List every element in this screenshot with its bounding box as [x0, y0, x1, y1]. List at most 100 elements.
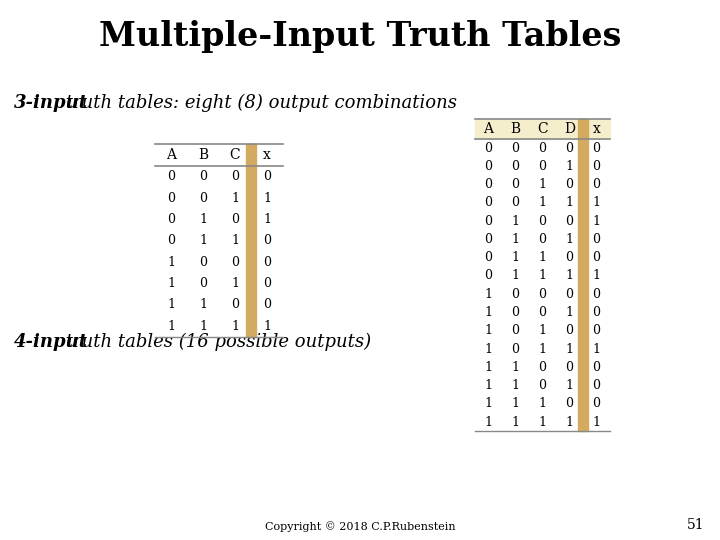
Text: 1: 1 [539, 342, 546, 356]
Text: 1: 1 [593, 197, 600, 210]
Text: 1: 1 [485, 306, 492, 319]
Text: 0: 0 [539, 233, 546, 246]
Text: 3-input: 3-input [14, 94, 88, 112]
Text: 1: 1 [485, 416, 492, 429]
Text: 0: 0 [485, 233, 492, 246]
Text: 0: 0 [511, 160, 520, 173]
Text: 1: 1 [539, 251, 546, 264]
Text: 51: 51 [688, 518, 705, 532]
Text: 1: 1 [511, 251, 520, 264]
Text: D: D [564, 122, 575, 136]
Text: 1: 1 [565, 342, 574, 356]
Text: 4-input: 4-input [14, 333, 88, 351]
Text: 0: 0 [199, 192, 207, 205]
Text: 1: 1 [565, 160, 574, 173]
Text: 0: 0 [565, 178, 574, 191]
Text: 1: 1 [263, 320, 271, 333]
Text: 0: 0 [565, 251, 574, 264]
Text: 0: 0 [593, 361, 600, 374]
Text: 1: 1 [565, 306, 574, 319]
Text: 0: 0 [539, 361, 546, 374]
Text: 0: 0 [231, 213, 239, 226]
Text: 1: 1 [199, 234, 207, 247]
Text: x: x [263, 148, 271, 162]
Text: A: A [166, 148, 176, 162]
Text: 1: 1 [485, 288, 492, 301]
Text: 1: 1 [199, 320, 207, 333]
Text: 1: 1 [539, 269, 546, 282]
Text: 0: 0 [565, 325, 574, 338]
Text: 0: 0 [485, 178, 492, 191]
Text: 1: 1 [485, 397, 492, 410]
Text: 1: 1 [485, 361, 492, 374]
Text: 0: 0 [511, 141, 520, 154]
Text: 1: 1 [539, 325, 546, 338]
Text: 1: 1 [167, 277, 175, 290]
Text: 0: 0 [565, 215, 574, 228]
Text: B: B [510, 122, 521, 136]
Text: 0: 0 [167, 171, 175, 184]
Text: truth tables: eight (8) output combinations: truth tables: eight (8) output combinati… [14, 94, 457, 112]
Text: C: C [537, 122, 548, 136]
Text: 0: 0 [231, 171, 239, 184]
Text: 0: 0 [199, 277, 207, 290]
Text: 0: 0 [593, 178, 600, 191]
Text: 0: 0 [593, 379, 600, 392]
Text: 0: 0 [485, 197, 492, 210]
Text: 0: 0 [593, 160, 600, 173]
Text: 0: 0 [565, 361, 574, 374]
Text: 0: 0 [593, 141, 600, 154]
Text: 1: 1 [511, 379, 520, 392]
Text: 1: 1 [565, 197, 574, 210]
Text: 0: 0 [485, 251, 492, 264]
Text: 1: 1 [231, 277, 239, 290]
Text: 0: 0 [539, 306, 546, 319]
Text: Copyright © 2018 C.P.Rubenstein: Copyright © 2018 C.P.Rubenstein [265, 521, 455, 532]
Text: 0: 0 [231, 256, 239, 269]
Text: 1: 1 [539, 197, 546, 210]
Text: 1: 1 [167, 256, 175, 269]
Text: 0: 0 [199, 256, 207, 269]
Text: 0: 0 [539, 141, 546, 154]
Text: 0: 0 [511, 288, 520, 301]
Text: 1: 1 [593, 215, 600, 228]
Text: 0: 0 [511, 178, 520, 191]
Text: 0: 0 [263, 299, 271, 312]
Text: 1: 1 [199, 299, 207, 312]
Text: 0: 0 [263, 171, 271, 184]
Text: 1: 1 [511, 269, 520, 282]
Text: 1: 1 [593, 342, 600, 356]
Text: 1: 1 [167, 320, 175, 333]
Text: 0: 0 [593, 325, 600, 338]
Text: 0: 0 [485, 141, 492, 154]
Text: 0: 0 [539, 215, 546, 228]
Text: 1: 1 [511, 215, 520, 228]
Text: B: B [198, 148, 208, 162]
Text: 0: 0 [593, 251, 600, 264]
Text: 1: 1 [231, 234, 239, 247]
Text: 1: 1 [231, 192, 239, 205]
Text: 1: 1 [263, 192, 271, 205]
Text: 0: 0 [565, 288, 574, 301]
Text: 1: 1 [565, 416, 574, 429]
Text: 0: 0 [263, 234, 271, 247]
Text: 1: 1 [167, 299, 175, 312]
Text: 1: 1 [511, 233, 520, 246]
Text: 1: 1 [593, 269, 600, 282]
Text: 0: 0 [593, 288, 600, 301]
Text: 0: 0 [511, 325, 520, 338]
Text: 0: 0 [167, 192, 175, 205]
Text: 1: 1 [539, 397, 546, 410]
Text: 0: 0 [511, 342, 520, 356]
Text: 0: 0 [485, 160, 492, 173]
Text: Multiple-Input Truth Tables: Multiple-Input Truth Tables [99, 20, 621, 53]
Text: 1: 1 [231, 320, 239, 333]
Text: 0: 0 [263, 277, 271, 290]
Text: 1: 1 [511, 397, 520, 410]
Text: 1: 1 [565, 379, 574, 392]
Text: 0: 0 [485, 215, 492, 228]
Text: 1: 1 [485, 325, 492, 338]
Text: 1: 1 [199, 213, 207, 226]
Text: 0: 0 [539, 160, 546, 173]
Text: 0: 0 [167, 213, 175, 226]
